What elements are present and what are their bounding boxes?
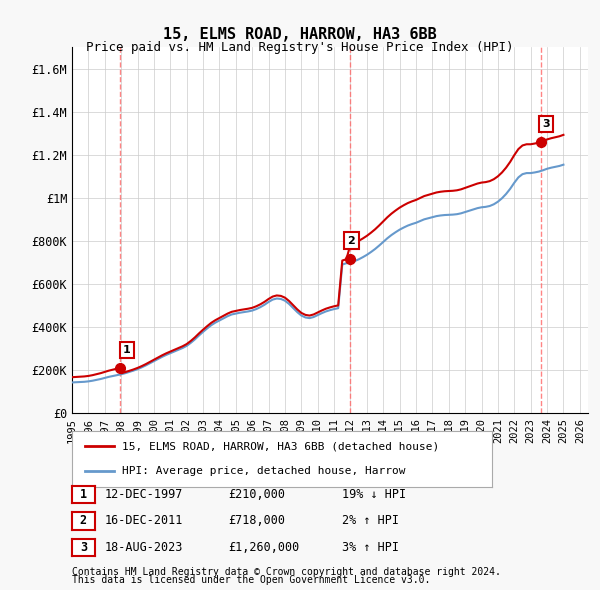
Text: 16-DEC-2011: 16-DEC-2011	[105, 514, 184, 527]
Text: Price paid vs. HM Land Registry's House Price Index (HPI): Price paid vs. HM Land Registry's House …	[86, 41, 514, 54]
Text: 2: 2	[347, 235, 355, 245]
Text: 3% ↑ HPI: 3% ↑ HPI	[342, 541, 399, 554]
Text: Contains HM Land Registry data © Crown copyright and database right 2024.: Contains HM Land Registry data © Crown c…	[72, 567, 501, 577]
Text: HPI: Average price, detached house, Harrow: HPI: Average price, detached house, Harr…	[122, 466, 406, 476]
Text: 3: 3	[80, 541, 87, 554]
Text: 19% ↓ HPI: 19% ↓ HPI	[342, 488, 406, 501]
Text: £1,260,000: £1,260,000	[228, 541, 299, 554]
Text: £718,000: £718,000	[228, 514, 285, 527]
Text: 12-DEC-1997: 12-DEC-1997	[105, 488, 184, 501]
Text: 2: 2	[80, 514, 87, 527]
Text: 2% ↑ HPI: 2% ↑ HPI	[342, 514, 399, 527]
Text: 1: 1	[123, 345, 131, 355]
Text: 15, ELMS ROAD, HARROW, HA3 6BB (detached house): 15, ELMS ROAD, HARROW, HA3 6BB (detached…	[122, 441, 440, 451]
Text: 3: 3	[542, 119, 550, 129]
Text: 1: 1	[80, 488, 87, 501]
Text: 18-AUG-2023: 18-AUG-2023	[105, 541, 184, 554]
Text: This data is licensed under the Open Government Licence v3.0.: This data is licensed under the Open Gov…	[72, 575, 430, 585]
Text: 15, ELMS ROAD, HARROW, HA3 6BB: 15, ELMS ROAD, HARROW, HA3 6BB	[163, 27, 437, 41]
Text: £210,000: £210,000	[228, 488, 285, 501]
